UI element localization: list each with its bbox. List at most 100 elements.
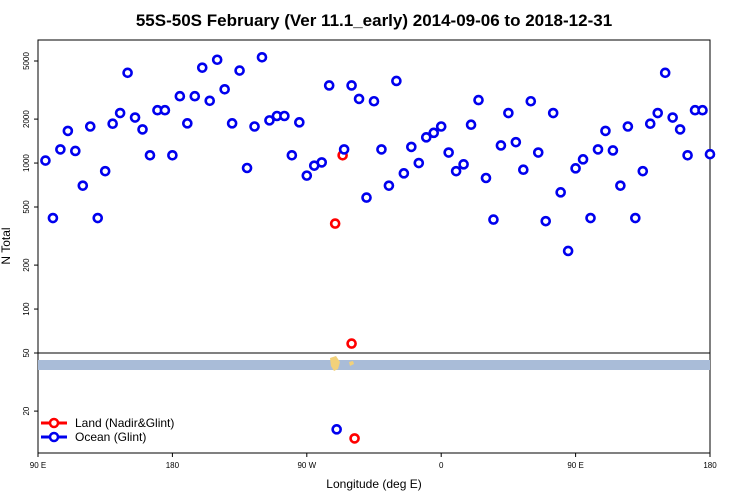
legend-label-land: Land (Nadir&Glint) (75, 416, 174, 430)
y-tick-label: 20 (22, 406, 31, 415)
x-tick-label: 90 E (30, 461, 46, 470)
data-point-ocean (674, 124, 686, 135)
data-point-ocean (84, 121, 96, 132)
data-point-ocean (346, 80, 357, 91)
legend-marker-ocean (48, 431, 60, 443)
data-point-ocean (525, 95, 537, 107)
y-tick-label: 50 (22, 348, 31, 357)
data-point-ocean (562, 245, 574, 257)
data-point-ocean (376, 144, 387, 155)
y-tick-label: 100 (22, 302, 31, 316)
data-point-ocean (249, 121, 260, 132)
data-point-ocean (114, 107, 126, 119)
data-point-ocean (532, 147, 544, 158)
data-point-ocean (286, 150, 298, 161)
data-point-ocean (70, 145, 81, 157)
data-point-ocean (241, 162, 253, 174)
y-axis: 20 50 100 200 500 1000 2000 5000 (22, 52, 38, 416)
data-point-ocean (495, 140, 507, 151)
data-point-ocean (368, 95, 380, 107)
data-point-ocean (682, 150, 693, 161)
data-point-ocean (518, 164, 529, 176)
data-point-ocean (256, 52, 268, 63)
data-point-ocean (122, 67, 133, 79)
data-point-ocean (555, 187, 566, 198)
data-point-ocean (40, 155, 51, 166)
data-point-ocean (600, 125, 611, 137)
data-point-ocean (652, 107, 664, 119)
y-tick-label: 5000 (22, 52, 31, 70)
legend-item-land: Land (Nadir&Glint) (41, 416, 174, 430)
x-tick-label: 180 (703, 461, 717, 470)
legend: Land (Nadir&Glint) Ocean (Glint) (41, 416, 174, 444)
y-tick-label: 1000 (22, 154, 31, 172)
legend-marker-land (48, 417, 60, 429)
data-point-ocean (615, 180, 626, 191)
x-tick-label: 180 (166, 461, 180, 470)
data-point-ocean (420, 132, 432, 143)
y-tick-label: 2000 (22, 110, 31, 128)
chart-title: 55S-50S February (Ver 11.1_early) 2014-0… (136, 11, 612, 30)
data-point-ocean (659, 67, 671, 79)
data-point-ocean (570, 163, 581, 174)
data-point-ocean (316, 157, 328, 168)
data-point-ocean (503, 107, 514, 119)
data-point-ocean (167, 150, 178, 161)
data-point-ocean (361, 192, 372, 203)
data-point-ocean (189, 90, 201, 102)
data-point-ocean (264, 115, 275, 126)
y-tick-label: 500 (22, 200, 31, 214)
data-point-land (346, 338, 357, 349)
data-point-ocean (383, 180, 395, 191)
data-point-ocean (480, 172, 492, 184)
data-point-ocean (510, 136, 522, 148)
data-point-ocean (226, 118, 238, 129)
data-point-ocean (77, 180, 89, 191)
x-tick-label: 90 W (297, 461, 316, 470)
data-point-ocean (47, 212, 59, 224)
data-point-ocean (144, 150, 156, 161)
data-point-ocean (398, 168, 410, 179)
latitude-coverage-band (38, 360, 710, 370)
data-point-ocean (406, 141, 417, 153)
data-point-ocean (204, 95, 216, 107)
land-mass-marker-small (349, 361, 354, 366)
data-point-ocean (294, 117, 305, 128)
data-point-ocean (159, 104, 171, 116)
data-point-ocean (219, 83, 230, 95)
data-point-ocean (450, 165, 462, 177)
data-point-ocean (704, 148, 716, 160)
data-point-ocean (488, 214, 499, 225)
y-tick-label: 200 (22, 258, 31, 272)
data-point-land (329, 218, 341, 229)
data-point-ocean (92, 212, 104, 224)
data-point-ocean (607, 145, 619, 156)
data-point-ocean (540, 215, 552, 227)
legend-label-ocean: Ocean (Glint) (75, 430, 146, 444)
data-point-ocean (443, 147, 454, 158)
data-point-ocean (644, 118, 656, 130)
y-axis-label: N Total (0, 227, 13, 264)
data-point-ocean (435, 121, 447, 132)
data-point-ocean (428, 127, 440, 139)
data-point-ocean (465, 119, 477, 131)
data-point-ocean (622, 121, 634, 132)
x-tick-label: 90 E (567, 461, 583, 470)
data-point-ocean (667, 112, 678, 123)
data-points (40, 52, 716, 444)
data-point-ocean (637, 165, 649, 177)
x-axis-label: Longitude (deg E) (326, 477, 421, 491)
data-point-ocean (62, 125, 74, 137)
data-point-ocean (413, 157, 425, 169)
data-point-ocean (353, 93, 365, 105)
data-point-ocean (174, 90, 186, 102)
plot-frame (37, 39, 711, 454)
legend-item-ocean: Ocean (Glint) (41, 430, 146, 444)
data-point-ocean (697, 104, 708, 116)
data-point-ocean (338, 144, 350, 155)
data-point-ocean (391, 75, 402, 87)
data-point-ocean (99, 165, 111, 177)
data-point-ocean (323, 80, 335, 91)
data-point-ocean (211, 54, 223, 66)
